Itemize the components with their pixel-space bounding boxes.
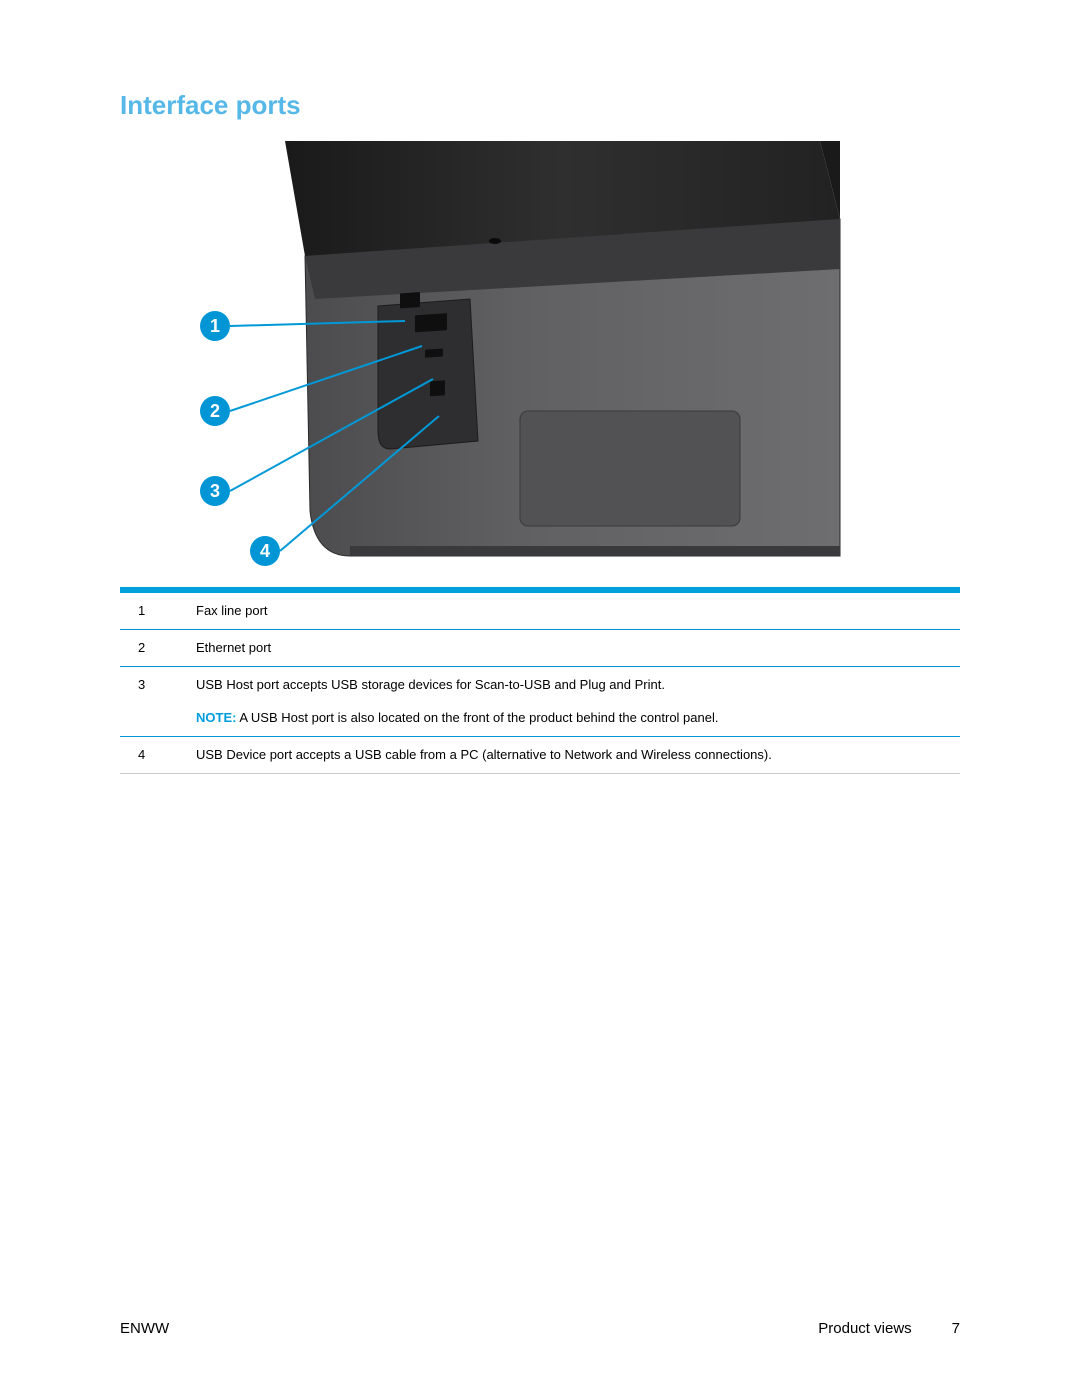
ports-table-container: 1Fax line port2Ethernet port3USB Host po… [120, 587, 960, 774]
row-number: 4 [120, 736, 190, 773]
row-number: 2 [120, 630, 190, 667]
interface-ports-diagram: 1 2 34 [120, 141, 960, 581]
footer-section: Product views [818, 1320, 911, 1337]
callout-marker-4: 4 [250, 536, 280, 566]
row-note: NOTE: A USB Host port is also located on… [196, 709, 954, 727]
row-number: 1 [120, 593, 190, 630]
table-row: 4USB Device port accepts a USB cable fro… [120, 736, 960, 773]
table-row: 2Ethernet port [120, 630, 960, 667]
row-description: USB Device port accepts a USB cable from… [190, 736, 960, 773]
note-label: NOTE: [196, 710, 236, 725]
callout-marker-1: 1 [200, 311, 230, 341]
row-description: Ethernet port [190, 630, 960, 667]
table-row: 1Fax line port [120, 593, 960, 630]
ports-table: 1Fax line port2Ethernet port3USB Host po… [120, 593, 960, 774]
row-description: Fax line port [190, 593, 960, 630]
callout-marker-3: 3 [200, 476, 230, 506]
page-footer: ENWW Product views 7 [120, 1320, 960, 1337]
footer-page-number: 7 [952, 1320, 960, 1337]
table-row: 3USB Host port accepts USB storage devic… [120, 667, 960, 736]
row-description: USB Host port accepts USB storage device… [190, 667, 960, 736]
device-illustration [120, 141, 960, 581]
callout-marker-2: 2 [200, 396, 230, 426]
row-number: 3 [120, 667, 190, 736]
footer-left: ENWW [120, 1320, 169, 1337]
section-heading: Interface ports [120, 90, 960, 121]
